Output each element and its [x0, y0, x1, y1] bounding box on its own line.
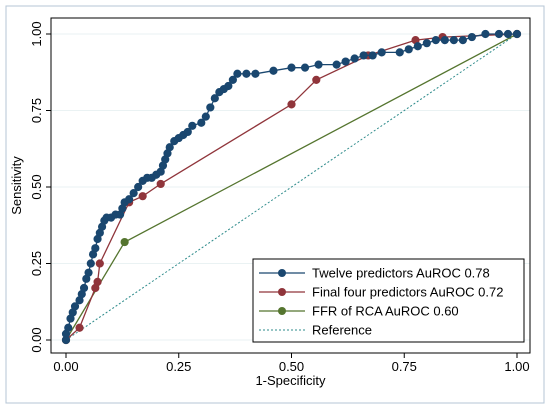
data-point	[395, 48, 404, 57]
legend-entry: Reference	[259, 323, 372, 338]
data-point	[165, 143, 174, 152]
x-tick-label: 1.00	[504, 359, 529, 374]
data-point	[75, 323, 84, 332]
series-3	[65, 33, 518, 341]
y-tick-label: 0.50	[29, 174, 44, 199]
data-point	[134, 182, 143, 192]
data-point	[201, 112, 210, 121]
series-0	[61, 29, 522, 345]
x-tick-label: 0.25	[166, 359, 191, 374]
y-tick-label: 0.25	[29, 251, 44, 276]
legend-label: Twelve predictors AuROC 0.78	[312, 266, 490, 281]
data-point	[120, 237, 129, 247]
series-layer	[61, 29, 522, 345]
data-point	[287, 63, 296, 72]
data-point	[210, 94, 219, 103]
data-point	[251, 69, 260, 78]
data-point	[197, 118, 206, 127]
legend-marker	[278, 307, 286, 315]
legend-label: Final four predictors AuROC 0.72	[312, 285, 503, 300]
data-point	[440, 36, 449, 45]
legend-entry: Twelve predictors AuROC 0.78	[259, 266, 490, 281]
data-point	[224, 81, 233, 91]
data-point	[300, 63, 310, 72]
data-point	[368, 51, 377, 60]
figure-border	[5, 5, 545, 404]
data-point	[188, 121, 197, 130]
y-tick-label: 0.00	[29, 327, 44, 352]
legend-marker	[278, 269, 286, 277]
data-point	[431, 36, 440, 45]
data-point	[503, 29, 513, 39]
legend-marker	[278, 288, 286, 296]
data-point	[129, 189, 138, 198]
data-point	[314, 60, 323, 69]
data-point	[138, 192, 147, 201]
series-line	[65, 33, 518, 341]
data-point	[95, 259, 104, 268]
axes-layer: 0.00 0.25 0.50 0.75 1.00 0.00 0.25 0.50 0.75 1.00	[29, 21, 530, 374]
data-point	[494, 29, 504, 39]
data-point	[332, 60, 341, 69]
y-tick-label: 1.00	[29, 21, 44, 46]
data-point	[183, 127, 192, 137]
data-point	[125, 195, 134, 204]
x-tick-label: 0.00	[53, 359, 78, 374]
data-point	[377, 48, 386, 57]
plot-frame	[50, 17, 531, 354]
data-point	[84, 268, 93, 277]
data-point	[413, 42, 422, 51]
y-tick-label: 0.75	[29, 98, 44, 123]
x-tick-label: 0.50	[279, 359, 304, 374]
data-point	[269, 66, 278, 75]
data-point	[481, 29, 490, 39]
data-point	[93, 277, 102, 286]
data-point	[206, 103, 215, 112]
data-point	[341, 57, 350, 66]
data-point	[86, 259, 95, 268]
data-point	[458, 36, 467, 45]
x-tick-label: 0.75	[392, 359, 417, 374]
data-point	[70, 302, 80, 311]
data-point	[64, 323, 73, 332]
data-point	[312, 75, 321, 85]
data-point	[156, 179, 165, 189]
legend-entry: FFR of RCA AuROC 0.60	[259, 304, 459, 319]
data-point	[404, 45, 413, 54]
legend: Twelve predictors AuROC 0.78 Final four p…	[252, 258, 525, 343]
legend-entry: Final four predictors AuROC 0.72	[259, 285, 503, 300]
x-axis-title: 1-Specificity	[255, 373, 326, 388]
data-point	[359, 51, 368, 60]
data-point	[79, 283, 89, 293]
data-point	[467, 32, 476, 42]
data-point	[228, 75, 237, 85]
data-point	[512, 29, 522, 39]
data-point	[449, 36, 458, 45]
data-point	[287, 100, 296, 109]
data-point	[422, 39, 431, 48]
data-point	[233, 69, 242, 78]
legend-label: Reference	[312, 323, 372, 338]
y-axis-title: Sensitivity	[9, 156, 24, 215]
legend-label: FFR of RCA AuROC 0.60	[312, 304, 459, 319]
data-point	[242, 69, 251, 78]
data-point	[350, 54, 359, 63]
data-point	[91, 244, 100, 253]
